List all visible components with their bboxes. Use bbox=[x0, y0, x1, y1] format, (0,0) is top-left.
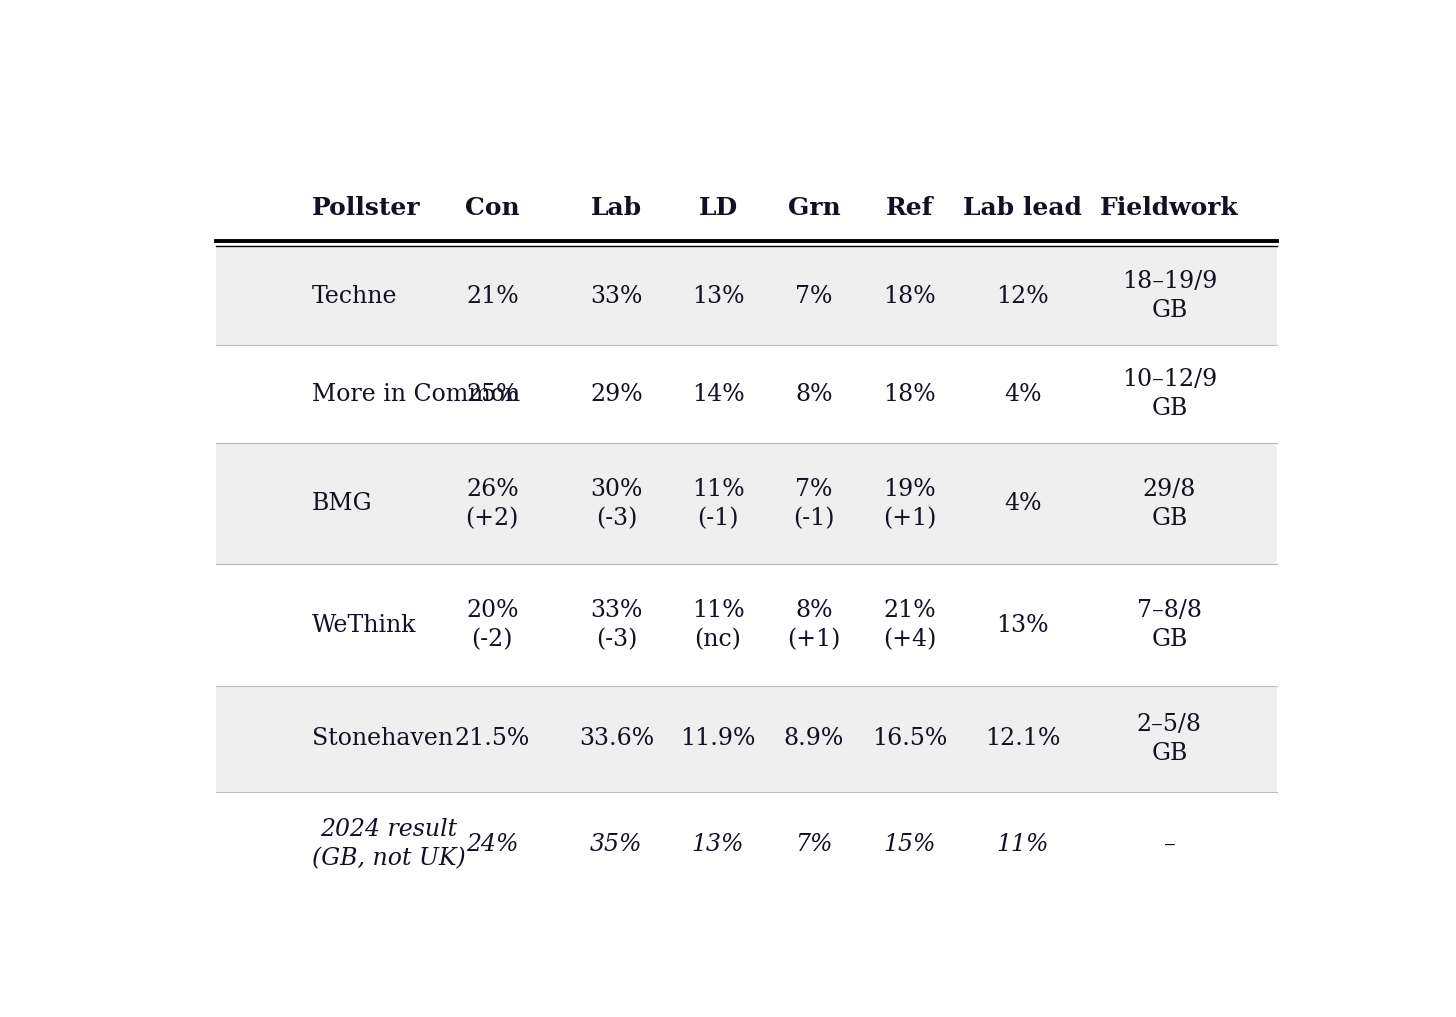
Bar bbox=[215, 345, 1277, 443]
Text: 8%: 8% bbox=[795, 382, 833, 406]
Text: 2024 result
(GB, not UK): 2024 result (GB, not UK) bbox=[312, 819, 466, 871]
Text: 13%: 13% bbox=[692, 285, 744, 308]
Text: 21%: 21% bbox=[466, 285, 518, 308]
Text: 13%: 13% bbox=[692, 833, 744, 856]
Bar bbox=[215, 564, 1277, 685]
Text: 14%: 14% bbox=[692, 382, 744, 406]
Text: 21%
(+4): 21% (+4) bbox=[884, 599, 936, 651]
Text: Techne: Techne bbox=[312, 285, 397, 308]
Bar bbox=[215, 685, 1277, 791]
Text: 4%: 4% bbox=[1003, 492, 1041, 516]
Text: 30%
(-3): 30% (-3) bbox=[590, 478, 642, 530]
Text: Stonehaven: Stonehaven bbox=[312, 727, 453, 751]
Text: 16.5%: 16.5% bbox=[872, 727, 948, 751]
Text: 33.6%: 33.6% bbox=[579, 727, 654, 751]
Text: More in Common: More in Common bbox=[312, 382, 520, 406]
Text: 4%: 4% bbox=[1003, 382, 1041, 406]
Text: LD: LD bbox=[699, 196, 738, 220]
Text: 7%: 7% bbox=[795, 285, 833, 308]
Bar bbox=[215, 791, 1277, 897]
Text: WeThink: WeThink bbox=[312, 613, 416, 637]
Text: BMG: BMG bbox=[312, 492, 373, 516]
Text: 7%
(-1): 7% (-1) bbox=[794, 478, 834, 530]
Text: 33%: 33% bbox=[590, 285, 642, 308]
Text: 11%: 11% bbox=[996, 833, 1048, 856]
Text: Con: Con bbox=[464, 196, 520, 220]
Bar bbox=[215, 443, 1277, 564]
Text: 11%
(-1): 11% (-1) bbox=[692, 478, 744, 530]
Text: 15%: 15% bbox=[884, 833, 936, 856]
Text: 18%: 18% bbox=[884, 285, 936, 308]
Text: 2–5/8
GB: 2–5/8 GB bbox=[1137, 713, 1201, 765]
Text: 20%
(-2): 20% (-2) bbox=[466, 599, 518, 651]
Text: Pollster: Pollster bbox=[312, 196, 421, 220]
Text: 13%: 13% bbox=[996, 613, 1048, 637]
Text: 33%
(-3): 33% (-3) bbox=[590, 599, 642, 651]
Text: 12%: 12% bbox=[996, 285, 1048, 308]
Text: 29/8
GB: 29/8 GB bbox=[1143, 478, 1195, 530]
Text: 18%: 18% bbox=[884, 382, 936, 406]
Text: Ref: Ref bbox=[887, 196, 933, 220]
Text: 21.5%: 21.5% bbox=[454, 727, 530, 751]
Text: –: – bbox=[1163, 833, 1175, 856]
Text: Lab: Lab bbox=[591, 196, 642, 220]
Text: 8.9%: 8.9% bbox=[783, 727, 844, 751]
Text: 8%
(+1): 8% (+1) bbox=[788, 599, 840, 651]
Text: 10–12/9
GB: 10–12/9 GB bbox=[1121, 368, 1217, 420]
Text: 25%: 25% bbox=[466, 382, 518, 406]
Text: 11%
(nc): 11% (nc) bbox=[692, 599, 744, 651]
Text: 7%: 7% bbox=[795, 833, 833, 856]
Text: 29%: 29% bbox=[590, 382, 642, 406]
Text: Fieldwork: Fieldwork bbox=[1099, 196, 1239, 220]
Text: 24%: 24% bbox=[466, 833, 518, 856]
Text: 18–19/9
GB: 18–19/9 GB bbox=[1121, 271, 1217, 322]
Text: 7–8/8
GB: 7–8/8 GB bbox=[1137, 599, 1201, 651]
Text: Lab lead: Lab lead bbox=[964, 196, 1082, 220]
Text: Grn: Grn bbox=[788, 196, 840, 220]
Text: 19%
(+1): 19% (+1) bbox=[884, 478, 936, 530]
Text: 11.9%: 11.9% bbox=[680, 727, 756, 751]
Text: 12.1%: 12.1% bbox=[984, 727, 1060, 751]
Text: 35%: 35% bbox=[590, 833, 642, 856]
Text: 26%
(+2): 26% (+2) bbox=[466, 478, 518, 530]
Bar bbox=[215, 247, 1277, 345]
